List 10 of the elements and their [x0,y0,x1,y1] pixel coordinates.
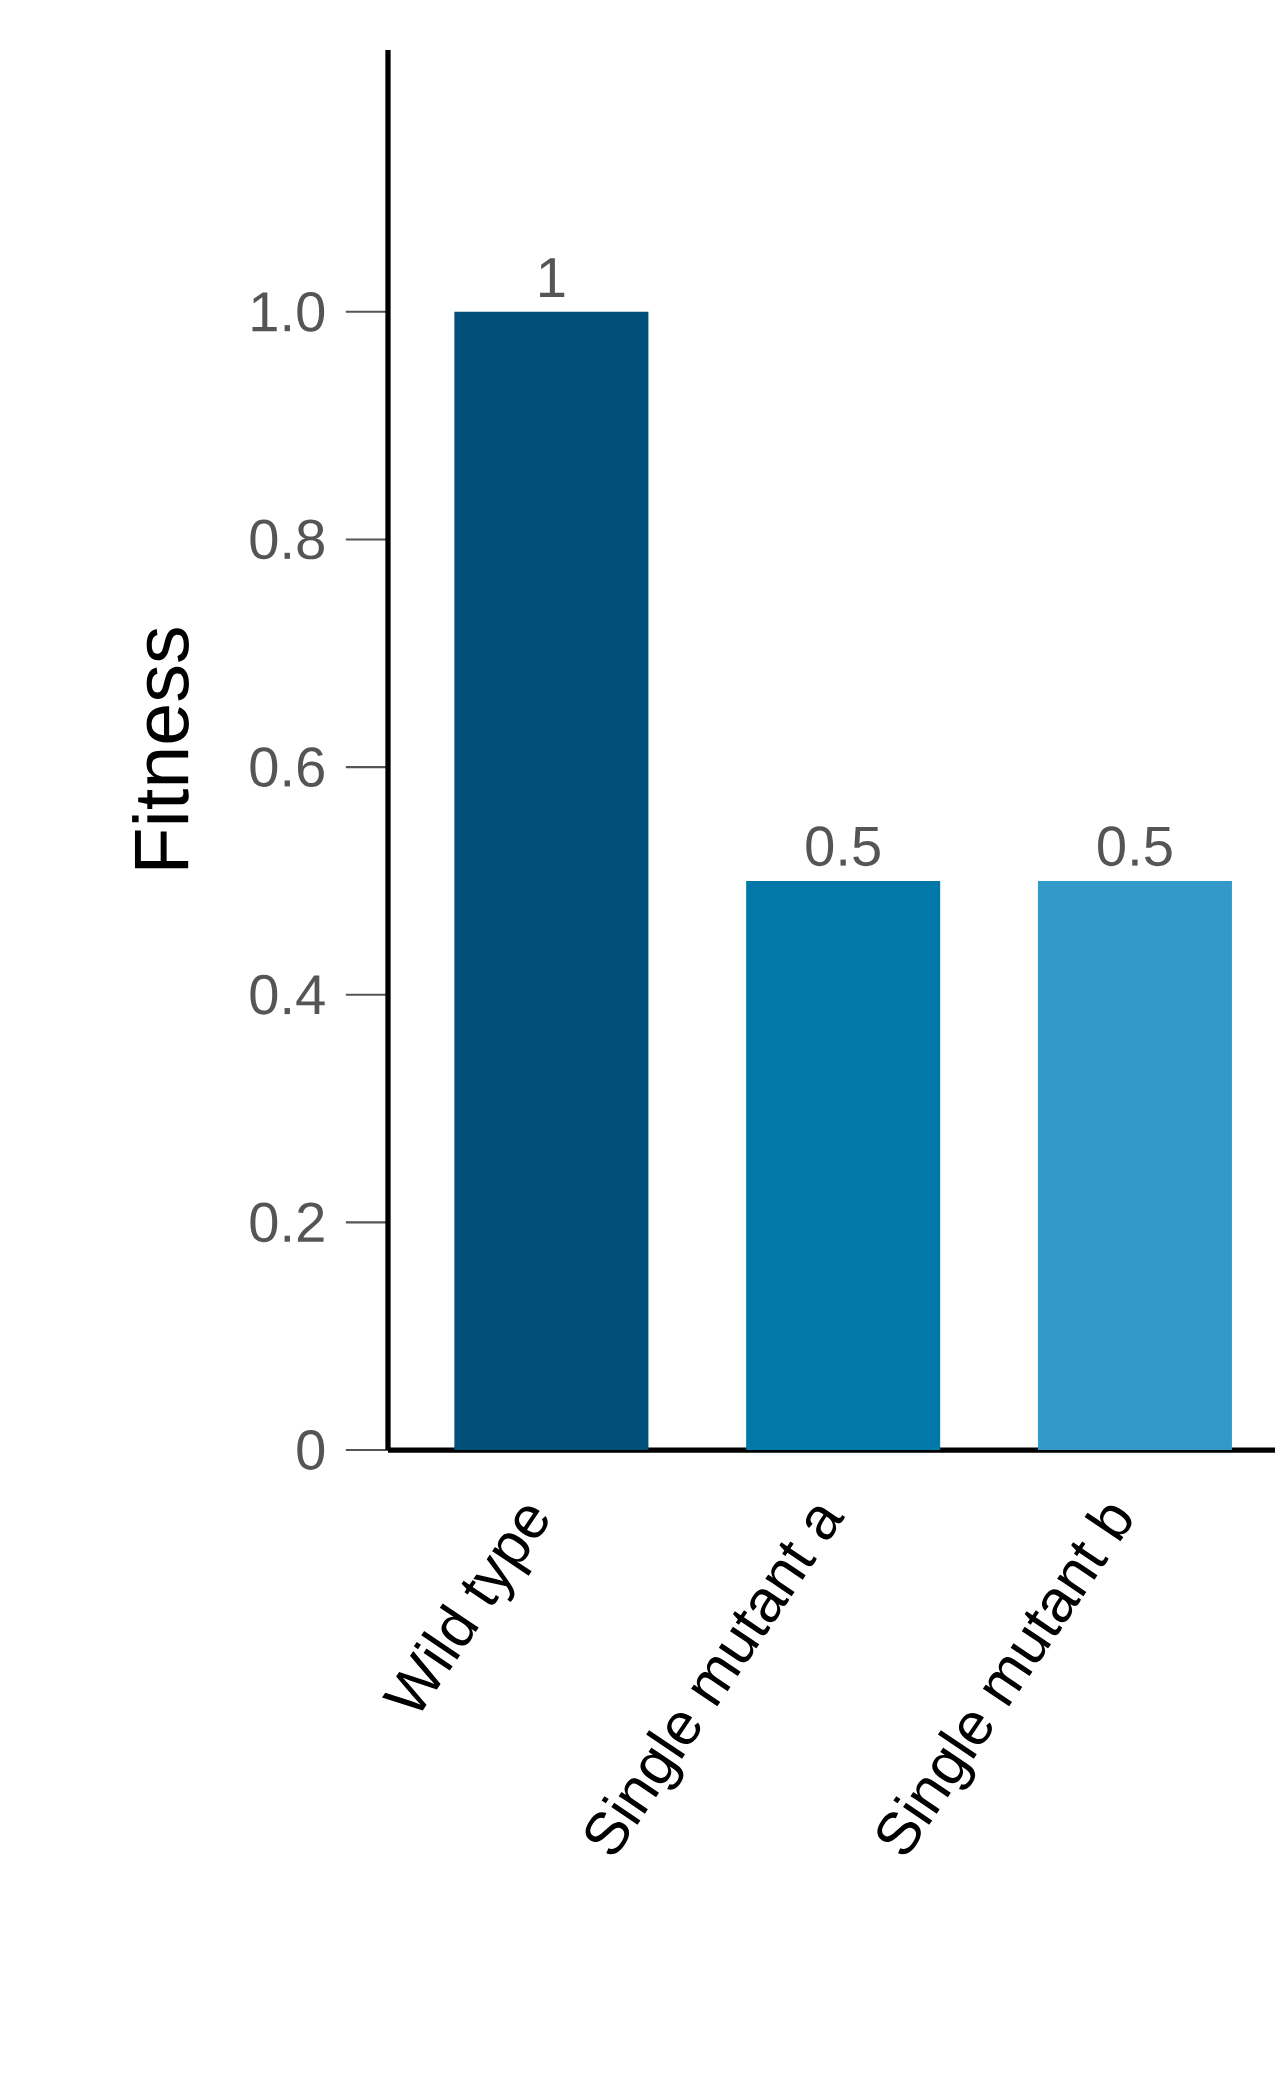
y-tick-label: 0 [297,1430,325,1470]
y-tick-label: 0.6 [250,747,325,787]
data-label: 0.5 [806,826,881,867]
y-tick-label: 1.0 [252,291,325,332]
y-tick-label: 0.4 [250,974,325,1015]
y-tick-label: 0.2 [250,1202,324,1243]
data-label: 0.5 [1098,826,1172,867]
data-label: 1 [540,258,565,298]
y-axis-title: Fitness [132,628,190,869]
y-tick-label: 0.8 [250,519,325,560]
